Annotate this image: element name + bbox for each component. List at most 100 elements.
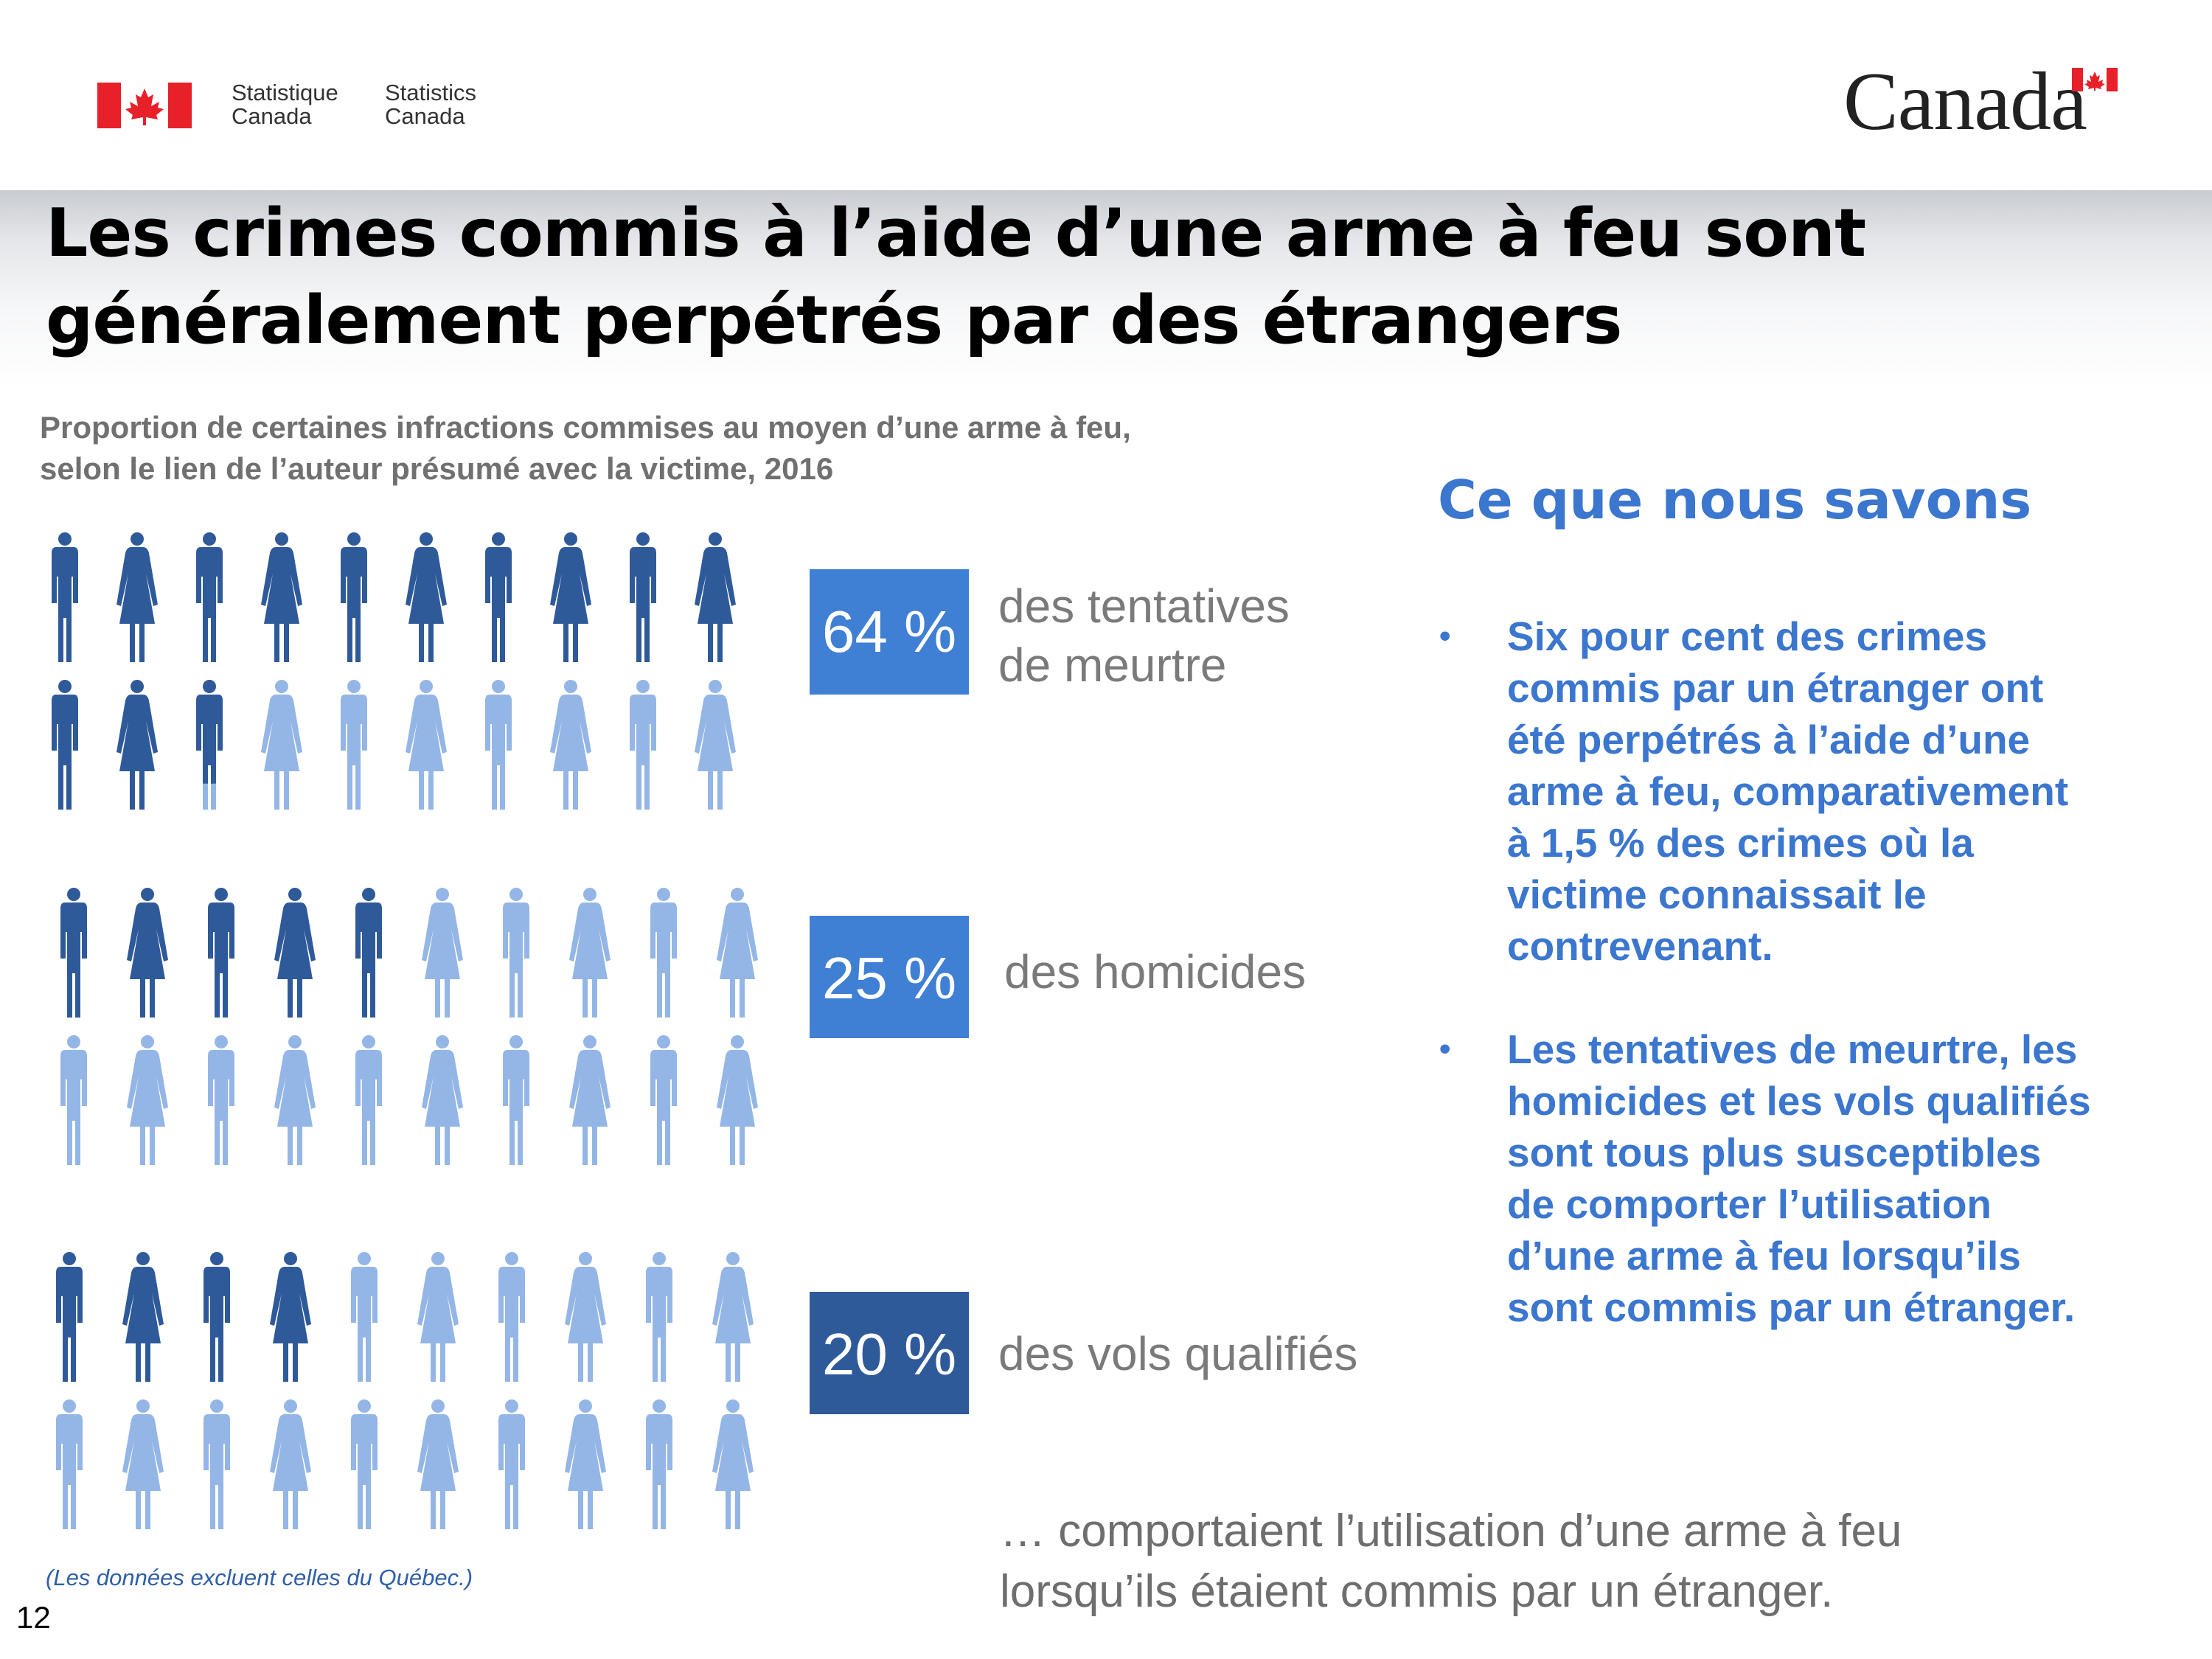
person-male-icon — [204, 1252, 230, 1382]
panel-heading: Ce que nous savons — [1438, 469, 2032, 531]
person-male-icon — [650, 888, 677, 1018]
person-female-icon — [717, 888, 758, 1018]
pictograph-group — [60, 888, 758, 1165]
person-female-icon — [550, 532, 591, 662]
person-female-icon — [270, 1252, 311, 1382]
panel-bullet-2: • Les tentatives de meurtre, les homicid… — [1439, 1023, 2177, 1348]
org-name-fr-line1: Statistique — [232, 80, 338, 105]
person-female-icon — [569, 1035, 611, 1165]
person-male-icon — [646, 1252, 672, 1382]
person-female-icon — [406, 680, 447, 810]
person-male-icon — [630, 680, 656, 810]
page-number: 12 — [16, 1600, 51, 1635]
person-male-icon — [341, 680, 367, 810]
org-name-fr-line2: Canada — [232, 103, 312, 129]
person-male-icon — [341, 532, 367, 662]
person-male-icon — [351, 1252, 378, 1382]
person-male-icon — [351, 1399, 378, 1529]
bullet2-line: sont tous plus susceptibles — [1507, 1130, 2042, 1175]
org-name-fr: Statistique Canada — [232, 81, 338, 128]
person-female-icon — [127, 888, 168, 1018]
pictograph-group — [56, 1252, 754, 1529]
person-female-icon — [422, 888, 463, 1018]
bullet1-line: victime connaissait le — [1507, 872, 1927, 917]
person-female-icon — [261, 532, 302, 662]
person-female-icon — [695, 532, 736, 662]
person-female-icon — [116, 532, 158, 662]
person-male-icon — [204, 1399, 230, 1529]
title-band — [0, 190, 2212, 389]
bullet-marker: • — [1439, 618, 1451, 654]
person-female-icon — [717, 1035, 758, 1165]
person-male-icon — [355, 1035, 382, 1165]
canada-flag-logo — [97, 83, 192, 128]
person-male-icon — [56, 1399, 83, 1529]
person-female-icon — [712, 1252, 754, 1382]
org-name-en: Statistics Canada — [385, 81, 476, 128]
panel-bullet-1: • Six pour cent des crimes commis par un… — [1439, 611, 2177, 979]
bullet1-line: été perpétrés à l’aide d’une — [1507, 717, 2031, 762]
panel-bullet-1-text: Six pour cent des crimes commis par un é… — [1507, 611, 2134, 972]
pictograph-group — [52, 532, 736, 810]
person-female-icon — [122, 1399, 164, 1529]
person-male-icon — [60, 888, 87, 1018]
person-female-icon — [565, 1399, 606, 1529]
person-male-icon — [208, 1035, 234, 1165]
bullet-marker: • — [1439, 1031, 1451, 1067]
stat-label-attempted-murder-line2: de meurtre — [998, 639, 1227, 692]
bullet1-line: à 1,5 % des crimes où la — [1507, 820, 1974, 866]
data-note: (Les données excluent celles du Québec.) — [46, 1565, 473, 1590]
person-female-icon — [406, 532, 447, 662]
person-female-icon — [417, 1252, 459, 1382]
person-male-icon — [485, 680, 512, 810]
canada-wordmark: Canada — [1843, 56, 2087, 147]
person-female-icon — [274, 1035, 316, 1165]
person-male-icon — [485, 532, 512, 662]
person-male-icon — [503, 1035, 529, 1165]
bullet2-line: Les tentatives de meurtre, les — [1507, 1026, 2078, 1072]
person-female-icon — [261, 680, 302, 810]
stat-box-robbery: 20 % — [810, 1292, 969, 1414]
org-name-en-line2: Canada — [385, 103, 465, 129]
person-female-icon — [122, 1252, 164, 1382]
bullet1-line: Six pour cent des crimes — [1507, 613, 1988, 659]
person-female-icon — [116, 680, 158, 810]
person-male-icon — [196, 680, 223, 810]
stat-label-homicide: des homicides — [1004, 945, 1307, 998]
person-female-icon — [270, 1399, 311, 1529]
stat-label-attempted-murder: des tentatives de meurtre — [998, 577, 1441, 695]
person-female-icon — [550, 680, 591, 810]
org-name-en-line1: Statistics — [385, 80, 477, 105]
person-male-icon — [650, 1035, 677, 1165]
person-male-icon — [60, 1035, 87, 1165]
page-title: Les crimes commis à l’aide d’une arme à … — [46, 190, 2037, 364]
chart-subtitle: Proportion de certaines infractions comm… — [40, 407, 1293, 490]
panel-bullet-2-text: Les tentatives de meurtre, les homicides… — [1507, 1023, 2134, 1333]
person-male-icon — [646, 1399, 672, 1529]
bullet2-line: sont commis par un étranger. — [1507, 1284, 2076, 1330]
stat-label-robbery: des vols qualifiés — [998, 1327, 1358, 1380]
page-title-line2: généralement perpétrés par des étrangers — [46, 282, 1622, 359]
person-female-icon — [565, 1252, 606, 1382]
chart-subtitle-line2: selon le lien de l’auteur présumé avec l… — [40, 451, 834, 486]
person-female-icon — [422, 1035, 463, 1165]
person-male-icon — [355, 888, 382, 1018]
person-female-icon — [127, 1035, 168, 1165]
conclusion-line1: … comportaient l’utilisation d’une arme … — [1000, 1506, 1902, 1557]
person-male-icon — [52, 532, 78, 662]
person-male-icon — [630, 532, 656, 662]
bullet1-line: arme à feu, comparativement — [1507, 768, 2069, 814]
bullet2-line: homicides et les vols qualifiés — [1507, 1078, 2091, 1124]
person-male-icon — [196, 532, 223, 662]
conclusion-line2: lorsqu’ils étaient commis par un étrange… — [1000, 1566, 1834, 1617]
person-female-icon — [695, 680, 736, 810]
stat-box-homicide: 25 % — [810, 916, 969, 1038]
bullet1-line: commis par un étranger ont — [1507, 665, 2044, 711]
person-female-icon — [569, 888, 611, 1018]
page-title-line1: Les crimes commis à l’aide d’une arme à … — [46, 195, 1866, 272]
person-female-icon — [417, 1399, 459, 1529]
person-male-icon — [503, 888, 529, 1018]
bullet1-line: contrevenant. — [1507, 923, 1773, 969]
stat-box-attempted-murder: 64 % — [810, 569, 969, 695]
